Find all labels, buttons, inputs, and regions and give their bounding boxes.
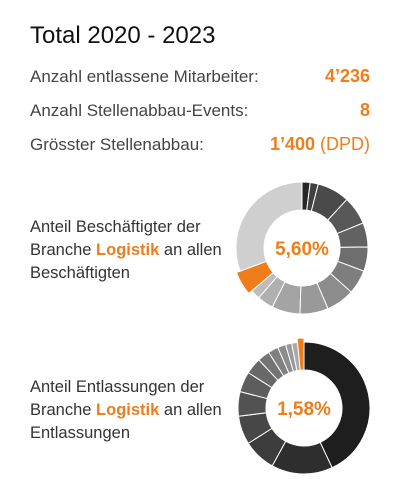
donut-chart: 1,58% <box>237 338 371 475</box>
stat-label: Anzahl Stellenabbau-Events: <box>30 101 249 120</box>
layoff-share-donut: 1,58% <box>234 338 374 478</box>
donut-segments <box>237 338 371 475</box>
layoff-share-description: Anteil Entlassungen der Branche Logistik… <box>30 378 222 442</box>
stat-row-largest-layoff: Grösster Stellenabbau: 1’400 (DPD) <box>30 134 370 155</box>
employment-share-donut: 5,60% <box>232 178 372 318</box>
donut-segments <box>235 181 369 315</box>
donut-chart: 5,60% <box>235 181 369 315</box>
panel-title: Total 2020 - 2023 <box>30 22 216 49</box>
stat-label: Anzahl entlassene Mitarbeiter: <box>30 67 259 86</box>
stat-value: 1’400 (DPD) <box>269 134 370 154</box>
donut-segment <box>235 181 303 272</box>
stat-row-layoff-events: Anzahl Stellenabbau-Events: 8 <box>30 100 370 121</box>
stat-value: 4’236 <box>324 66 370 86</box>
stat-row-dismissed-employees: Anzahl entlassene Mitarbeiter: 4’236 <box>30 66 370 87</box>
stat-value: 8 <box>359 100 370 120</box>
stat-label: Grösster Stellenabbau: <box>30 135 204 154</box>
highlight-sector: Logistik <box>96 401 160 419</box>
donut-segment-highlight <box>296 338 305 371</box>
donut-center-label: 1,58% <box>277 399 331 420</box>
employment-share-description: Anteil Beschäftigter der Branche Logisti… <box>30 218 222 282</box>
donut-segment <box>303 341 371 469</box>
highlight-sector: Logistik <box>96 241 160 259</box>
donut-center-label: 5,60% <box>275 239 329 260</box>
